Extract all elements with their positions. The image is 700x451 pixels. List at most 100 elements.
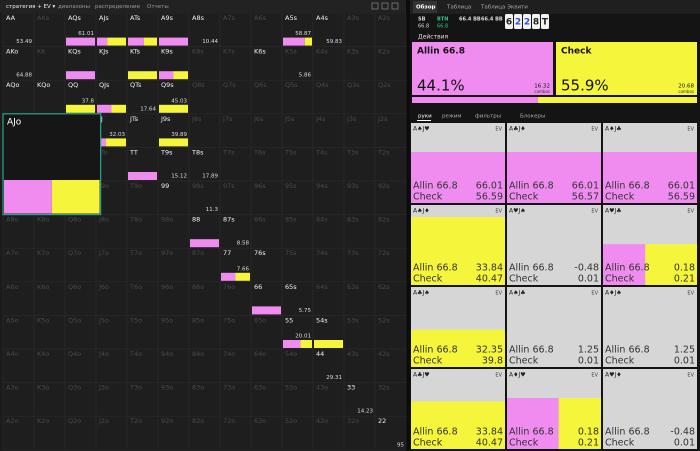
hand-cell[interactable] <box>281 180 314 215</box>
hand-cell[interactable] <box>281 113 314 148</box>
hand-cell[interactable] <box>374 247 407 283</box>
hand-cell[interactable] <box>343 247 376 283</box>
hand-cell[interactable] <box>312 348 345 383</box>
hand-cell[interactable] <box>374 382 407 417</box>
hand-cell[interactable] <box>343 46 376 81</box>
hand-cell[interactable] <box>2 315 35 350</box>
hand-cell[interactable] <box>95 247 128 283</box>
hand-cell[interactable] <box>374 12 407 47</box>
hand-cell[interactable] <box>312 113 345 148</box>
hand-cell[interactable] <box>95 281 128 316</box>
hand-cell[interactable] <box>95 46 128 81</box>
hand-cell[interactable] <box>374 46 407 81</box>
hand-cell[interactable] <box>374 214 407 249</box>
hand-cell[interactable] <box>33 281 66 316</box>
hand-cell[interactable] <box>126 247 159 283</box>
hand-cell[interactable] <box>219 147 252 182</box>
hand-cell[interactable] <box>374 113 407 148</box>
top-tab[interactable]: Обзор <box>416 4 435 11</box>
hand-cell[interactable] <box>126 382 159 417</box>
toolbar-tab[interactable]: стратегия + EV ▾ <box>6 4 56 10</box>
hand-cell[interactable] <box>343 113 376 148</box>
toolbar-icon[interactable] <box>391 2 399 10</box>
hand-cell[interactable] <box>33 415 66 451</box>
sub-tab[interactable]: фильтры <box>475 114 501 120</box>
hand-cell[interactable] <box>312 46 345 81</box>
hand-cell[interactable] <box>126 348 159 383</box>
top-tab[interactable]: Таблица Эквити <box>480 5 528 11</box>
hand-cell[interactable] <box>157 315 190 350</box>
hand-cell[interactable] <box>343 12 376 47</box>
hand-cell[interactable] <box>374 315 407 350</box>
action-box[interactable] <box>556 42 697 95</box>
hand-cell[interactable] <box>188 46 221 81</box>
hand-cell[interactable] <box>2 247 35 283</box>
hand-cell[interactable] <box>2 79 35 115</box>
hand-cell[interactable] <box>95 382 128 417</box>
hand-cell[interactable] <box>343 180 376 215</box>
hand-cell[interactable] <box>2 382 35 417</box>
hand-cell[interactable] <box>250 180 283 215</box>
combo-card[interactable] <box>507 287 601 367</box>
hand-cell[interactable] <box>95 415 128 451</box>
hand-cell[interactable] <box>188 247 221 283</box>
hand-cell[interactable] <box>126 214 159 249</box>
hand-cell[interactable] <box>33 382 66 417</box>
hand-cell[interactable] <box>343 348 376 383</box>
toolbar-icon[interactable] <box>381 2 389 10</box>
hand-cell[interactable] <box>250 214 283 249</box>
hand-cell[interactable] <box>219 113 252 148</box>
hand-cell[interactable] <box>250 79 283 115</box>
hand-cell[interactable] <box>312 281 345 316</box>
hand-cell[interactable] <box>64 214 97 249</box>
hand-cell[interactable] <box>157 214 190 249</box>
hand-cell[interactable] <box>374 348 407 383</box>
hand-cell[interactable] <box>312 79 345 115</box>
hand-cell[interactable] <box>219 348 252 383</box>
toolbar-icon[interactable] <box>371 2 379 10</box>
hand-cell[interactable] <box>188 415 221 451</box>
hand-cell[interactable] <box>126 180 159 215</box>
hand-cell[interactable] <box>64 247 97 283</box>
hand-cell[interactable] <box>219 415 252 451</box>
hand-cell[interactable] <box>33 315 66 350</box>
hand-cell[interactable] <box>250 147 283 182</box>
hand-cell[interactable] <box>343 415 376 451</box>
hand-cell[interactable] <box>188 147 221 182</box>
hand-cell[interactable] <box>281 247 314 283</box>
hand-cell[interactable] <box>188 12 221 47</box>
hand-cell[interactable] <box>250 382 283 417</box>
toolbar-tab[interactable]: Отчеты <box>147 4 169 10</box>
combo-card[interactable] <box>603 287 697 367</box>
hand-cell[interactable] <box>281 281 314 316</box>
hand-cell[interactable] <box>64 315 97 350</box>
combo-card[interactable] <box>603 369 697 449</box>
hand-cell[interactable] <box>250 348 283 383</box>
hand-cell[interactable] <box>188 79 221 115</box>
hand-cell[interactable] <box>219 382 252 417</box>
hand-cell[interactable] <box>33 247 66 283</box>
sub-tab[interactable]: режим <box>442 114 462 120</box>
hand-cell[interactable] <box>126 281 159 316</box>
hand-cell[interactable] <box>64 415 97 451</box>
hand-cell[interactable] <box>250 113 283 148</box>
hand-cell[interactable] <box>281 147 314 182</box>
hand-cell[interactable] <box>188 180 221 215</box>
hand-cell[interactable] <box>219 281 252 316</box>
hand-cell[interactable] <box>2 214 35 249</box>
hand-cell[interactable] <box>33 214 66 249</box>
hand-cell[interactable] <box>126 79 159 115</box>
hand-cell[interactable] <box>281 382 314 417</box>
hand-cell[interactable] <box>281 46 314 81</box>
hand-cell[interactable] <box>219 180 252 215</box>
hand-cell[interactable] <box>64 382 97 417</box>
hand-cell[interactable] <box>219 12 252 47</box>
top-tab[interactable]: Таблица <box>446 5 471 11</box>
sub-tab[interactable]: руки <box>418 114 432 120</box>
hand-cell[interactable] <box>374 281 407 316</box>
hand-cell[interactable] <box>219 46 252 81</box>
hand-cell[interactable] <box>219 315 252 350</box>
hand-cell[interactable] <box>2 415 35 451</box>
hand-cell[interactable] <box>374 415 407 451</box>
hand-cell[interactable] <box>188 315 221 350</box>
